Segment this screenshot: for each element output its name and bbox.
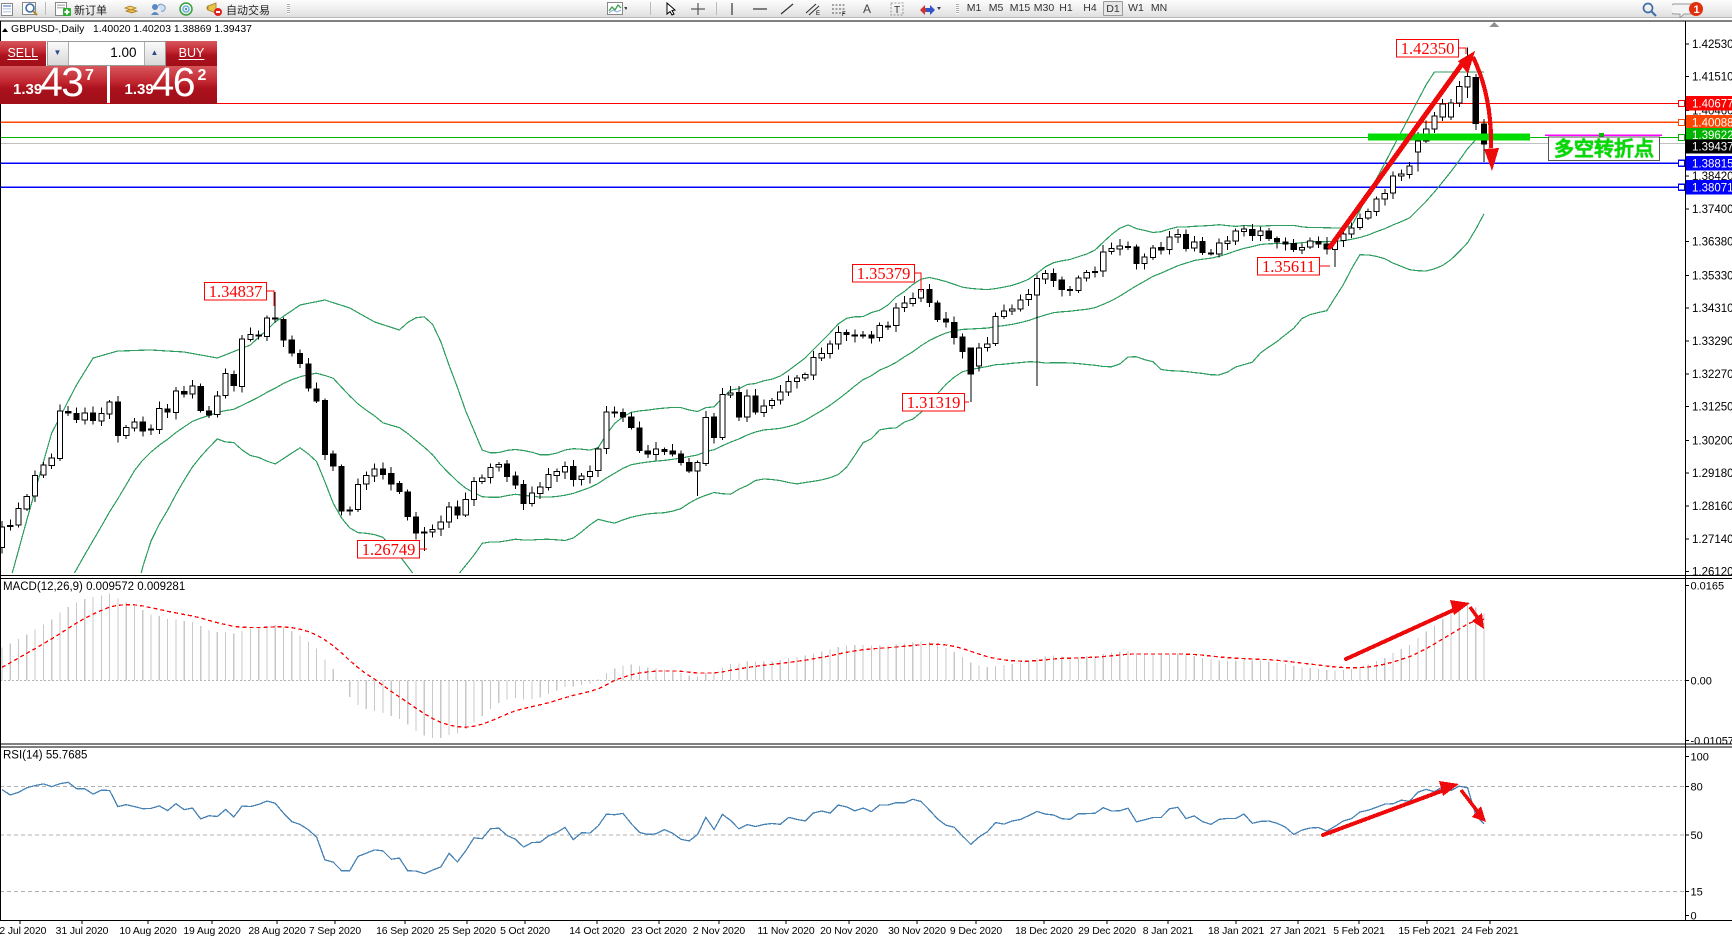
svg-text:1.30200: 1.30200	[1692, 435, 1732, 447]
svg-text:0.0165: 0.0165	[1691, 581, 1725, 593]
svg-text:MACD(12,26,9) 0.009572 0.00928: MACD(12,26,9) 0.009572 0.009281	[3, 581, 185, 593]
svg-text:5 Oct 2020: 5 Oct 2020	[500, 926, 550, 937]
svg-text:27 Jan 2021: 27 Jan 2021	[1270, 926, 1326, 937]
svg-text:0: 0	[1691, 911, 1697, 923]
svg-text:1.37400: 1.37400	[1692, 204, 1732, 216]
svg-text:29 Dec 2020: 29 Dec 2020	[1078, 926, 1136, 937]
svg-text:14 Oct 2020: 14 Oct 2020	[569, 926, 625, 937]
svg-text:15: 15	[1691, 887, 1703, 899]
svg-text:7 Sep 2020: 7 Sep 2020	[309, 926, 361, 937]
svg-text:1.35611: 1.35611	[1262, 257, 1315, 276]
svg-text:F: F	[842, 12, 846, 16]
svg-text:1.40677: 1.40677	[1692, 98, 1732, 110]
svg-text:1.39437: 1.39437	[1692, 142, 1732, 154]
svg-text:18 Dec 2020: 18 Dec 2020	[1015, 926, 1073, 937]
svg-text:5 Feb 2021: 5 Feb 2021	[1333, 926, 1385, 937]
svg-text:11 Nov 2020: 11 Nov 2020	[757, 926, 814, 937]
svg-text:1: 1	[1694, 4, 1700, 16]
svg-text:20 Nov 2020: 20 Nov 2020	[820, 926, 878, 937]
svg-text:1.35330: 1.35330	[1692, 270, 1732, 282]
svg-text:100: 100	[1691, 752, 1709, 764]
svg-text:16 Sep 2020: 16 Sep 2020	[376, 926, 434, 937]
svg-text:8 Jan 2021: 8 Jan 2021	[1143, 926, 1194, 937]
svg-text:0.00: 0.00	[1691, 676, 1712, 688]
svg-text:23 Oct 2020: 23 Oct 2020	[631, 926, 687, 937]
svg-text:15 Feb 2021: 15 Feb 2021	[1398, 926, 1456, 937]
svg-text:1.42350: 1.42350	[1401, 39, 1455, 58]
svg-text:1.28160: 1.28160	[1692, 501, 1732, 513]
svg-text:T: T	[894, 5, 900, 16]
svg-text:50: 50	[1691, 830, 1703, 842]
svg-text:18 Jan 2021: 18 Jan 2021	[1208, 926, 1264, 937]
svg-text:19 Aug 2020: 19 Aug 2020	[183, 926, 241, 937]
svg-text:1.38420: 1.38420	[1692, 171, 1732, 183]
svg-text:1.32270: 1.32270	[1692, 369, 1732, 381]
svg-text:22 Jul 2020: 22 Jul 2020	[0, 926, 47, 937]
svg-text:1.40088: 1.40088	[1692, 117, 1732, 129]
svg-text:1.27140: 1.27140	[1692, 534, 1732, 546]
svg-text:1.26120: 1.26120	[1692, 567, 1732, 579]
svg-text:1.38815: 1.38815	[1692, 158, 1732, 170]
svg-text:1.26749: 1.26749	[362, 540, 416, 559]
svg-text:1.38071: 1.38071	[1692, 182, 1732, 194]
svg-text:1.41510: 1.41510	[1692, 72, 1732, 84]
svg-text:1.36380: 1.36380	[1692, 237, 1732, 249]
svg-text:28 Aug 2020: 28 Aug 2020	[248, 926, 306, 937]
svg-text:10 Aug 2020: 10 Aug 2020	[119, 926, 177, 937]
svg-text:31 Jul 2020: 31 Jul 2020	[56, 926, 109, 937]
svg-text:1.35379: 1.35379	[857, 264, 911, 283]
svg-text:1.39622: 1.39622	[1692, 130, 1732, 142]
svg-text:1.31319: 1.31319	[907, 393, 961, 412]
svg-text:1.33290: 1.33290	[1692, 336, 1732, 348]
svg-text:30 Nov 2020: 30 Nov 2020	[888, 926, 946, 937]
svg-text:1.34310: 1.34310	[1692, 303, 1732, 315]
svg-text:80: 80	[1691, 781, 1703, 793]
svg-text:E: E	[816, 11, 820, 16]
svg-text:24 Feb 2021: 24 Feb 2021	[1461, 926, 1519, 937]
svg-text:多空转折点: 多空转折点	[1554, 137, 1654, 161]
svg-text:1.31250: 1.31250	[1692, 402, 1732, 414]
svg-text:1.29180: 1.29180	[1692, 468, 1732, 480]
svg-text:25 Sep 2020: 25 Sep 2020	[438, 926, 496, 937]
svg-text:9 Dec 2020: 9 Dec 2020	[950, 926, 1002, 937]
svg-text:1.42530: 1.42530	[1692, 39, 1732, 51]
svg-text:1.34837: 1.34837	[209, 282, 263, 301]
svg-text:RSI(14) 55.7685: RSI(14) 55.7685	[3, 750, 87, 762]
svg-text:2 Nov 2020: 2 Nov 2020	[693, 926, 745, 937]
